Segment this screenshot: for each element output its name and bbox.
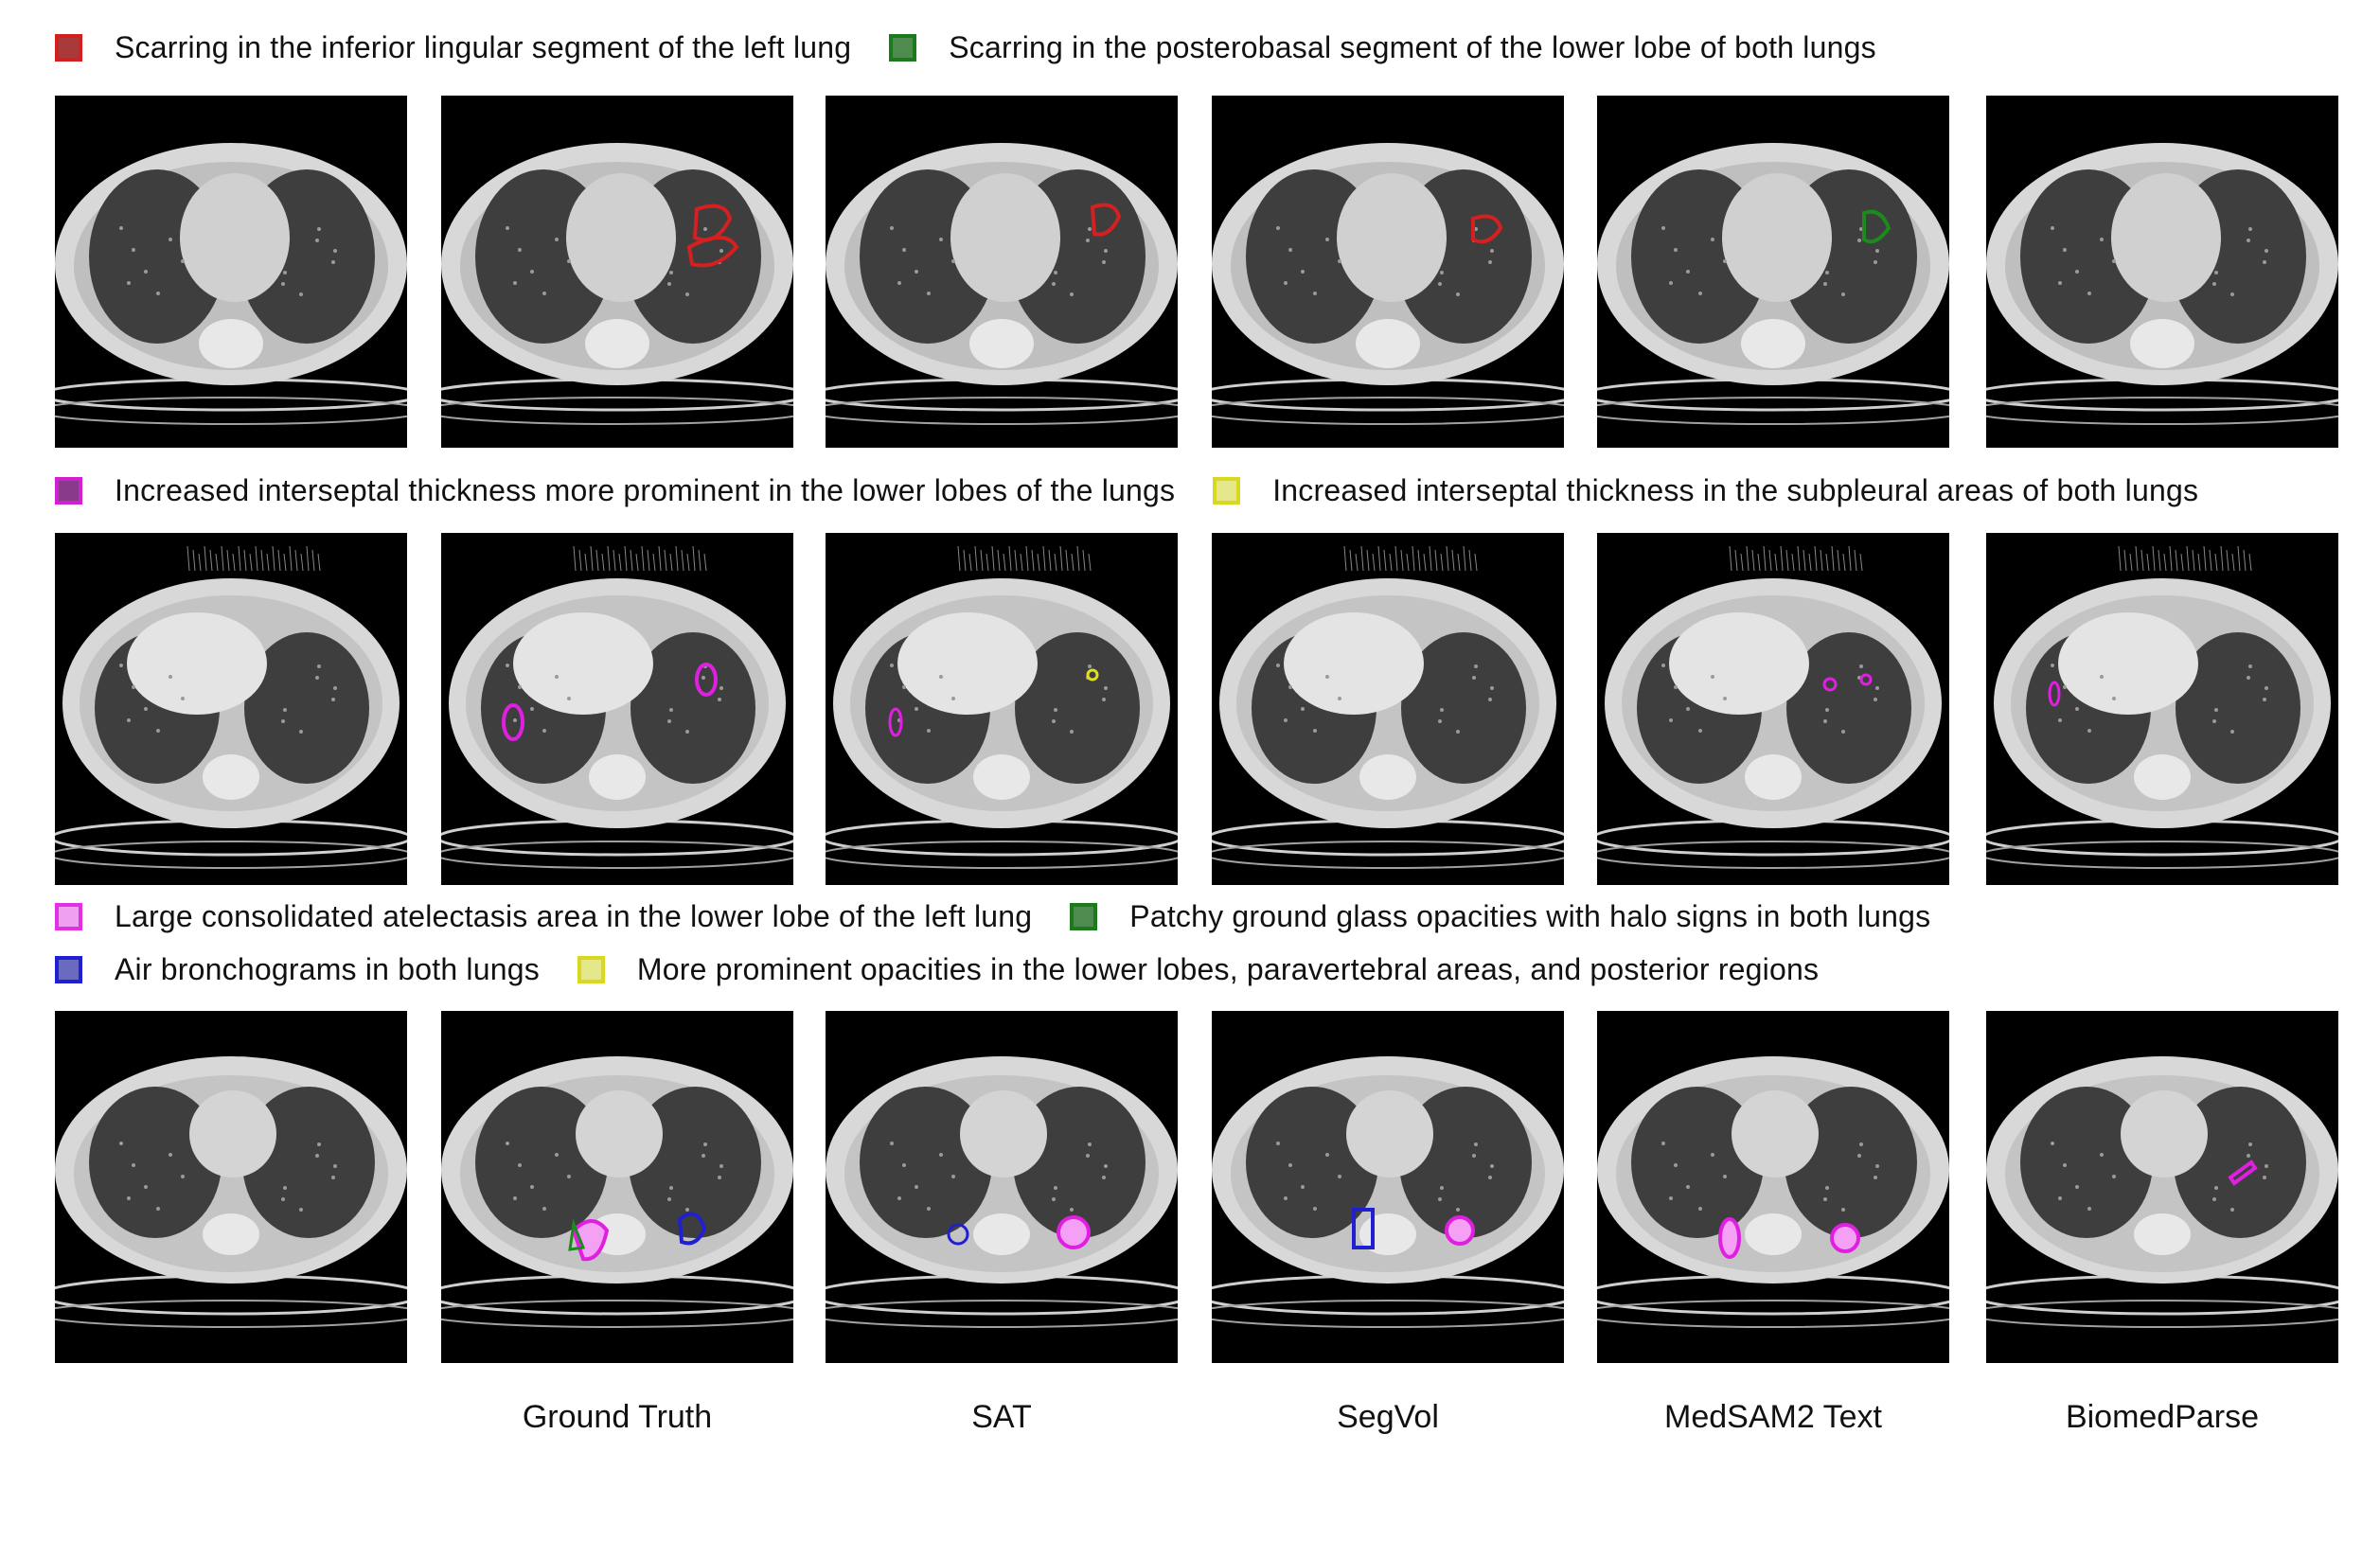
legend-item: More prominent opacities in the lower lo… bbox=[577, 952, 1819, 987]
segmentation-mask bbox=[1352, 1208, 1375, 1249]
segmentation-mask bbox=[1718, 1217, 1741, 1259]
ct-slice bbox=[826, 143, 1178, 425]
ct-image bbox=[55, 96, 407, 448]
legend-item: Scarring in the posterobasal segment of … bbox=[889, 30, 1876, 65]
segmentation-mask bbox=[947, 1223, 969, 1246]
ct-image bbox=[1986, 533, 2338, 885]
ct-image bbox=[1212, 533, 1564, 885]
ct-image bbox=[55, 533, 407, 885]
ct-image bbox=[1986, 1011, 2338, 1363]
legend-label: Scarring in the posterobasal segment of … bbox=[949, 29, 1876, 64]
ct-image bbox=[1986, 96, 2338, 448]
legend-line: Air bronchograms in both lungs More promi… bbox=[55, 950, 1856, 988]
ct-slice bbox=[826, 1056, 1178, 1328]
segmentation-mask bbox=[1862, 209, 1892, 244]
segmentation-mask bbox=[1090, 203, 1122, 237]
ct-slice bbox=[1212, 545, 1564, 869]
segmentation-mask bbox=[1057, 1215, 1091, 1249]
segmentation-mask bbox=[571, 1219, 610, 1262]
ct-image bbox=[826, 1011, 1178, 1363]
legend-swatch bbox=[55, 33, 82, 62]
segmentation-mask bbox=[568, 1218, 586, 1251]
segmentation-mask bbox=[1086, 668, 1099, 682]
legend-swatch bbox=[1213, 476, 1241, 505]
ct-slice bbox=[1597, 1056, 1949, 1328]
segmentation-mask bbox=[2228, 1160, 2258, 1186]
segmentation-mask bbox=[677, 1212, 707, 1246]
ct-slice bbox=[55, 1056, 407, 1328]
ct-image bbox=[441, 533, 793, 885]
ct-image bbox=[1597, 1011, 1949, 1363]
legend-line: Increased interseptal thickness more pro… bbox=[55, 471, 2236, 509]
legend-swatch bbox=[55, 955, 82, 983]
ct-slice bbox=[1212, 1056, 1564, 1328]
legend-swatch bbox=[55, 476, 82, 505]
legend-line: Scarring in the inferior lingular segmen… bbox=[55, 28, 1914, 66]
legend-label: Increased interseptal thickness in the s… bbox=[1272, 472, 2199, 507]
ct-slice bbox=[55, 545, 407, 869]
legend-line: Large consolidated atelectasis area in t… bbox=[55, 897, 1968, 935]
segmentation-mask bbox=[1445, 1215, 1475, 1246]
ct-image bbox=[55, 1011, 407, 1363]
ct-slice bbox=[1986, 143, 2338, 425]
legend-item: Patchy ground glass opacities with halo … bbox=[1070, 899, 1930, 934]
ct-image bbox=[826, 533, 1178, 885]
ct-slice bbox=[1597, 545, 1949, 869]
legend-swatch bbox=[889, 33, 917, 62]
ct-slice bbox=[1212, 143, 1564, 425]
segmentation-mask bbox=[502, 703, 524, 741]
legend-label: Increased interseptal thickness more pro… bbox=[115, 472, 1176, 507]
ct-slice bbox=[1986, 545, 2338, 869]
segmentation-mask bbox=[1859, 673, 1873, 686]
segmentation-mask bbox=[888, 707, 903, 737]
ct-image bbox=[1212, 1011, 1564, 1363]
legend-label: Patchy ground glass opacities with halo … bbox=[1129, 898, 1931, 933]
legend-swatch bbox=[577, 955, 605, 983]
legend-swatch bbox=[55, 902, 82, 930]
segmentation-mask bbox=[2048, 681, 2061, 707]
segmentation-mask bbox=[1471, 214, 1503, 244]
ct-slice bbox=[441, 545, 793, 869]
ct-image bbox=[826, 96, 1178, 448]
segmentation-mask bbox=[686, 236, 739, 268]
ct-slice bbox=[1986, 1056, 2338, 1328]
segmentation-mask bbox=[695, 663, 718, 697]
column-caption: Ground Truth bbox=[522, 1399, 713, 1435]
ct-slice bbox=[826, 545, 1178, 869]
legend-item: Increased interseptal thickness more pro… bbox=[55, 473, 1175, 508]
legend-label: Scarring in the inferior lingular segmen… bbox=[115, 29, 852, 64]
segmentation-mask bbox=[1822, 677, 1838, 692]
legend-item: Increased interseptal thickness in the s… bbox=[1213, 473, 2198, 508]
ct-image bbox=[441, 96, 793, 448]
ct-image bbox=[1597, 96, 1949, 448]
legend-item: Air bronchograms in both lungs bbox=[55, 952, 540, 987]
ct-slice bbox=[441, 1056, 793, 1328]
segmentation-mask bbox=[1830, 1223, 1860, 1253]
ct-image bbox=[1597, 533, 1949, 885]
ct-slice bbox=[55, 143, 407, 425]
column-caption: MedSAM2 Text bbox=[1664, 1399, 1882, 1435]
column-caption: BiomedParse bbox=[2065, 1399, 2260, 1435]
legend-label: Air bronchograms in both lungs bbox=[115, 951, 540, 986]
ct-image bbox=[1212, 96, 1564, 448]
legend-item: Scarring in the inferior lingular segmen… bbox=[55, 30, 851, 65]
column-caption: SAT bbox=[971, 1399, 1032, 1435]
ct-image bbox=[441, 1011, 793, 1363]
legend-label: Large consolidated atelectasis area in t… bbox=[115, 898, 1033, 933]
legend-item: Large consolidated atelectasis area in t… bbox=[55, 899, 1032, 934]
legend-label: More prominent opacities in the lower lo… bbox=[636, 951, 1820, 986]
ct-slice bbox=[441, 143, 793, 425]
column-caption: SegVol bbox=[1337, 1399, 1439, 1435]
ct-slice bbox=[1597, 143, 1949, 425]
legend-swatch bbox=[1070, 902, 1098, 930]
